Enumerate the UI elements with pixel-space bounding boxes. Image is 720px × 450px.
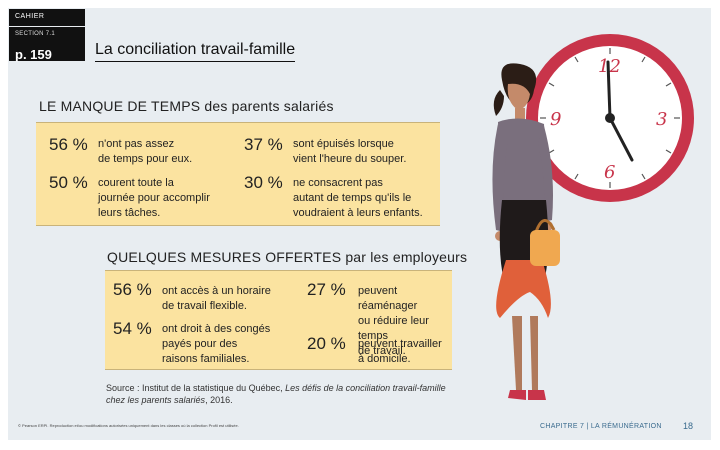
page-reference: p. 159 — [15, 47, 52, 62]
page-title: La conciliation travail-famille — [95, 41, 296, 62]
section-label: SECTION 7.1 — [15, 31, 55, 37]
page-number: 18 — [683, 421, 694, 431]
tag-divider — [9, 26, 85, 27]
clock-number-6: 6 — [604, 162, 615, 183]
clock-number-9: 9 — [550, 109, 561, 130]
copyright-notice: © Pearson ERPI. Reproduction et/ou modif… — [18, 423, 239, 428]
source-citation: Source : Institut de la statistique du Q… — [106, 383, 446, 405]
stat-text: ne consacrent pas autant de temps qu'ils… — [293, 177, 423, 219]
stat-pct: 50 % — [49, 173, 88, 192]
wall-clock-illustration: 12 3 6 9 — [526, 34, 694, 202]
cahier-label: CAHIER — [15, 13, 45, 20]
chapter-footer: CHAPITRE 7 | LA RÉMUNÉRATION — [540, 423, 662, 430]
section1-title: LE MANQUE DE TEMPS des parents salariés — [39, 98, 334, 114]
section2-box: 56 % ont accès à un horaire de travail f… — [105, 270, 452, 370]
stat-text: peuvent travailler à domicile. — [358, 338, 442, 365]
source-title: Les défis de la conciliation travail-fam… — [106, 383, 446, 405]
clock-number-3: 3 — [656, 109, 667, 130]
chapter-tag: CAHIER SECTION 7.1 p. 159 — [9, 9, 85, 62]
stat-text: peuvent réaménager ou réduire leur temps… — [358, 285, 429, 357]
section2-title: QUELQUES MESURES OFFERTES par les employ… — [107, 249, 468, 265]
stat-pct: 56 % — [49, 135, 88, 154]
section1-box: 56 % n'ont pas assez de temps pour eux. … — [36, 122, 440, 226]
stat-text: ont accès à un horaire de travail flexib… — [162, 285, 271, 312]
stat-pct: 27 % — [307, 280, 346, 299]
stat-text: ont droit à des congés payés pour des ra… — [162, 323, 271, 365]
stat-pct: 20 % — [307, 334, 346, 353]
stat-pct: 56 % — [113, 280, 152, 299]
stat-text: n'ont pas assez de temps pour eux. — [98, 138, 193, 165]
tired-woman-illustration — [492, 63, 560, 400]
stat-pct: 30 % — [244, 173, 283, 192]
stat-text: courent toute la journée pour accomplir … — [98, 177, 210, 219]
stat-pct: 37 % — [244, 135, 283, 154]
stat-pct: 54 % — [113, 319, 152, 338]
stat-text: sont épuisés lorsque vient l'heure du so… — [293, 138, 407, 165]
